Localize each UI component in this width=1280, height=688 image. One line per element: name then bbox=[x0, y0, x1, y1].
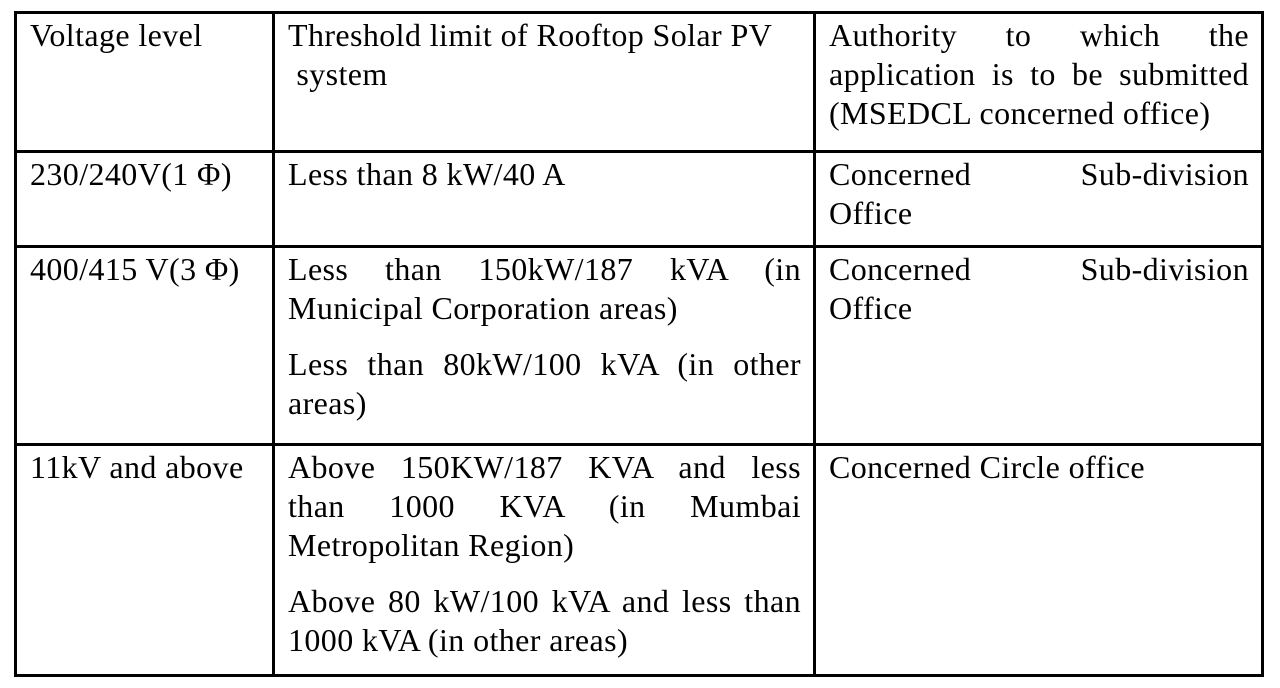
cell-line: Less than 8 kW/40 A bbox=[288, 156, 566, 192]
table-header-row: Voltage level Threshold limit of Rooftop … bbox=[14, 11, 1264, 153]
table-row: 400/415 V(3 Φ) Less than 150kW/187 kVA (i… bbox=[14, 245, 1264, 446]
cell-line: Concerned Sub-division bbox=[829, 251, 1249, 287]
cell-line: Metropolitan Region) bbox=[288, 527, 575, 563]
header-cell-0-2: Authority to which the application is to … bbox=[813, 11, 1264, 153]
cell-line: 1000 kVA (in other areas) bbox=[288, 622, 628, 658]
cell-1-1: Less than 8 kW/40 A bbox=[272, 150, 816, 248]
cell-paragraph: Concerned Sub-division Office bbox=[829, 155, 1249, 233]
cell-3-2: Concerned Circle office bbox=[813, 443, 1264, 677]
cell-paragraph: 11kV and above bbox=[30, 448, 260, 487]
cell-3-1: Above 150KW/187 KVA and less than 1000 KV… bbox=[272, 443, 816, 677]
cell-1-0: 230/240V(1 Φ) bbox=[14, 150, 275, 248]
cell-line: 400/415 V(3 Φ) bbox=[30, 251, 240, 287]
cell-paragraph: Less than 80kW/100 kVA (in other areas) bbox=[288, 345, 801, 423]
cell-paragraph: Less than 150kW/187 kVA (in Municipal Cor… bbox=[288, 250, 801, 328]
cell-line: application is to be submitted bbox=[829, 56, 1249, 92]
cell-line: (MSEDCL concerned office) bbox=[829, 95, 1211, 131]
header-cell-0-1: Threshold limit of Rooftop Solar PV syst… bbox=[272, 11, 816, 153]
cell-paragraph: Threshold limit of Rooftop Solar PV syst… bbox=[288, 16, 801, 94]
cell-line: than 1000 KVA (in Mumbai bbox=[288, 488, 801, 524]
cell-1-2: Concerned Sub-division Office bbox=[813, 150, 1264, 248]
cell-line: 230/240V(1 Φ) bbox=[30, 156, 232, 192]
cell-paragraph: Authority to which the application is to … bbox=[829, 16, 1249, 133]
cell-paragraph: Concerned Sub-division Office bbox=[829, 250, 1249, 328]
cell-2-0: 400/415 V(3 Φ) bbox=[14, 245, 275, 446]
cell-line: Above 80 kW/100 kVA and less than bbox=[288, 583, 801, 619]
cell-paragraph: Less than 8 kW/40 A bbox=[288, 155, 801, 194]
cell-2-1: Less than 150kW/187 kVA (in Municipal Cor… bbox=[272, 245, 816, 446]
table-row: 11kV and above Above 150KW/187 KVA and le… bbox=[14, 443, 1264, 677]
cell-paragraph: 230/240V(1 Φ) bbox=[30, 155, 260, 194]
cell-paragraph: Above 150KW/187 KVA and less than 1000 KV… bbox=[288, 448, 801, 565]
cell-line: Concerned Sub-division bbox=[829, 156, 1249, 192]
cell-line: Threshold limit of Rooftop Solar PV bbox=[288, 17, 773, 53]
header-cell-0-0: Voltage level bbox=[14, 11, 275, 153]
cell-line: system bbox=[288, 56, 388, 92]
cell-line: Less than 150kW/187 kVA (in bbox=[288, 251, 801, 287]
cell-line: Municipal Corporation areas) bbox=[288, 290, 678, 326]
cell-line: Above 150KW/187 KVA and less bbox=[288, 449, 801, 485]
cell-paragraph: Concerned Circle office bbox=[829, 448, 1249, 487]
cell-line: areas) bbox=[288, 385, 367, 421]
cell-3-0: 11kV and above bbox=[14, 443, 275, 677]
rooftop-solar-authority-table: Voltage level Threshold limit of Rooftop … bbox=[14, 11, 1264, 677]
cell-line: Authority to which the bbox=[829, 17, 1249, 53]
cell-line: 11kV and above bbox=[30, 449, 244, 485]
cell-line: Less than 80kW/100 kVA (in other bbox=[288, 346, 801, 382]
cell-paragraph: Voltage level bbox=[30, 16, 260, 55]
cell-line: Office bbox=[829, 290, 913, 326]
cell-line: Voltage level bbox=[30, 17, 203, 53]
cell-line: Concerned Circle office bbox=[829, 449, 1146, 485]
document-page: Voltage level Threshold limit of Rooftop … bbox=[14, 11, 1264, 677]
table-row: 230/240V(1 Φ) Less than 8 kW/40 A Concerne… bbox=[14, 150, 1264, 248]
cell-paragraph: Above 80 kW/100 kVA and less than 1000 kV… bbox=[288, 582, 801, 660]
cell-2-2: Concerned Sub-division Office bbox=[813, 245, 1264, 446]
table-body: Voltage level Threshold limit of Rooftop … bbox=[14, 11, 1264, 677]
cell-paragraph: 400/415 V(3 Φ) bbox=[30, 250, 260, 289]
cell-line: Office bbox=[829, 195, 913, 231]
